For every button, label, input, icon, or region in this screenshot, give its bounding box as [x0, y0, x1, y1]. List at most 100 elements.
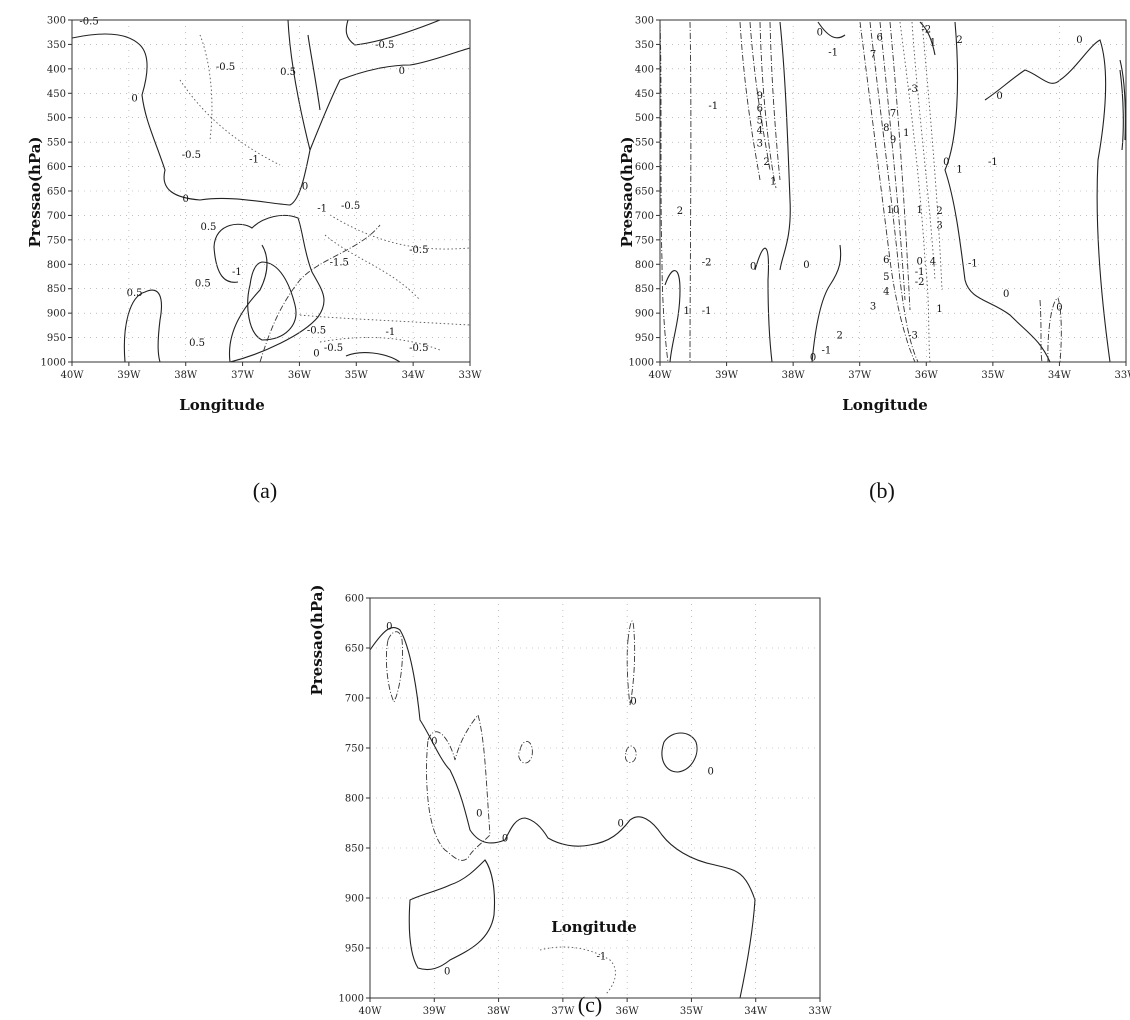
- panel-b-x-tick-label: 40W: [648, 370, 672, 381]
- panel-c-x-tick-label: 35W: [680, 1006, 704, 1017]
- panel-a-contour-positive: [213, 214, 325, 362]
- panel-c-y-tick-label: 850: [345, 844, 364, 855]
- panel-c-y-ticks: 600 650 700 750 800 850 900 950 1000: [339, 594, 370, 1005]
- panel-b-caption: (b): [869, 478, 895, 503]
- panel-b-y-tick-label: 900: [635, 309, 654, 320]
- panel-b-contour-left-b: [664, 21, 791, 363]
- panel-c-grid: [370, 598, 820, 998]
- panel-a-contour-left: [123, 289, 163, 362]
- panel-b-contour-label: 5: [757, 116, 763, 127]
- panel-b-contour-label: 6: [757, 103, 763, 114]
- panel-b-contour-label: 1: [903, 128, 909, 139]
- panel-c-x-tick-label: 33W: [808, 1006, 832, 1017]
- panel-a-y-tick-label: 900: [47, 309, 66, 320]
- panel-b-contour-right-c: [1039, 297, 1062, 363]
- panel-b-y-tick-label: 1000: [629, 358, 654, 369]
- panel-b-contour-label: 0: [996, 91, 1002, 102]
- panel-b-y-tick-label: 500: [635, 113, 654, 124]
- panel-c-y-tick-label: 700: [345, 694, 364, 705]
- panel-b-contour-label: -1: [708, 101, 718, 112]
- panel-a-contour-label: -1: [317, 204, 327, 215]
- panel-b-contour-label: 3: [757, 139, 763, 150]
- panel-c-x-tick-label: 40W: [358, 1006, 382, 1017]
- panel-a-contour-label: -0.5: [182, 150, 201, 161]
- panel-b-contour-label: -1: [822, 345, 832, 356]
- panel-c-x-tick-label: 38W: [487, 1006, 511, 1017]
- panel-c-x-tick-label: 39W: [423, 1006, 447, 1017]
- panel-a-x-tick-label: 40W: [60, 370, 84, 381]
- panel-a-y-tick-label: 400: [47, 64, 66, 75]
- panel-a-y-ticks: 300 350 400 450 500 550 600 650 700 750 800 850 900 9…: [41, 16, 72, 369]
- panel-a-contour-neg-b: [179, 34, 281, 166]
- panel-c-contour-label: 0: [431, 737, 437, 748]
- panel-c-y-tick-label: 650: [345, 644, 364, 655]
- panel-b-y-tick-label: 450: [635, 89, 654, 100]
- panel-c-contour-label: 0: [708, 767, 714, 778]
- panel-b-contour-label: 2: [677, 206, 683, 217]
- panel-b-contour-label: 7: [870, 50, 876, 61]
- panel-a-contour-labels: -0.5 -0.5 -0.5 0.5 0 0 -0.5 -1 0 -1 -0.5 0 0.5 -1.5 -0…: [79, 16, 428, 359]
- panel-b-x-tick-label: 39W: [715, 370, 739, 381]
- panel-a-ylabel: Pressao(hPa): [26, 136, 44, 247]
- panel-b-contour-label: 6: [876, 33, 882, 44]
- panel-b-y-tick-label: 950: [635, 333, 654, 344]
- panel-b-contour-label: -1: [988, 157, 998, 168]
- panel-b-y-tick-label: 750: [635, 235, 654, 246]
- panel-b-contour-label: 5: [883, 272, 889, 283]
- panel-b-contour-right-a: [944, 21, 1051, 363]
- panel-c-contour-loop-b: [626, 620, 636, 706]
- panel-a-contour-label: 0.5: [201, 222, 217, 233]
- panel-a-contour-label: -0.5: [79, 16, 98, 27]
- panel-a-contour-label: 0: [131, 94, 137, 105]
- panel-a-x-tick-label: 35W: [345, 370, 369, 381]
- panel-b-contour-left-a: [659, 21, 692, 363]
- panel-a-contour-label: -0.5: [324, 343, 343, 354]
- panel-c-contour-labels: 0 0 0 0 0 0 0 0 -1: [386, 622, 714, 978]
- panel-b-contour-cluster-d: [899, 21, 943, 363]
- panel-a-contour-label: -0.5: [409, 343, 428, 354]
- panel-a-xlabel: Longitude: [179, 396, 265, 414]
- panel-b-contour-label: 1: [683, 306, 689, 317]
- panel-b-contour-right-d: [919, 21, 1126, 141]
- panel-c-contour-label: 0: [502, 834, 508, 845]
- panel-b-contour-cluster-b: [811, 21, 846, 363]
- panel-a-x-tick-label: 37W: [231, 370, 255, 381]
- panel-b: Pressao(hPa) Longitude (b) 3003504004505…: [618, 16, 1130, 504]
- panel-a-y-tick-label: 500: [47, 113, 66, 124]
- panel-b-contour-label: 6: [883, 255, 889, 266]
- panel-a-contour-label: 0: [313, 349, 319, 360]
- panel-c-contour-neg: [539, 946, 616, 996]
- panel-b-contour-label: 3: [936, 221, 942, 232]
- panel-b-plot-area: [659, 21, 1126, 363]
- panel-c-contour-label: 0: [618, 819, 624, 830]
- panel-a-y-tick-label: 1000: [41, 358, 66, 369]
- panel-c-contour-small-c: [661, 732, 698, 773]
- panel-a-contour-label: -1: [386, 327, 396, 338]
- panel-a-contour-label: -0.5: [307, 326, 326, 337]
- panel-b-contour-label: -1: [968, 258, 978, 269]
- panel-a-y-tick-label: 650: [47, 187, 66, 198]
- panel-b-contour-label: 7: [890, 108, 896, 119]
- panel-b-xlabel: Longitude: [842, 396, 928, 414]
- panel-b-contour-label: 4: [757, 125, 763, 136]
- panel-b-y-tick-label: 350: [635, 40, 654, 51]
- panel-b-contour-label: 4: [883, 287, 889, 298]
- panel-c-plot-area: [369, 620, 756, 999]
- panel-b-contour-label: 9: [757, 91, 763, 102]
- panel-b-contour-label: -2: [702, 257, 712, 268]
- panel-a-caption: (a): [253, 478, 277, 503]
- panel-c-contour-label: 0: [630, 697, 636, 708]
- panel-c-contour-loop-a: [385, 631, 403, 704]
- panel-b-contour-label: 1: [956, 165, 962, 176]
- panel-a-y-tick-label: 350: [47, 40, 66, 51]
- panel-c-ylabel: Pressao(hPa): [308, 584, 326, 695]
- panel-a-contour-label: 0: [302, 182, 308, 193]
- panel-c-contour-zero-main: [369, 626, 756, 999]
- panel-b-y-tick-label: 800: [635, 260, 654, 271]
- panel-b-contour-label: 0: [1003, 289, 1009, 300]
- panel-c-x-ticks: 40W 39W 38W 37W 36W 35W 34W 33W: [358, 998, 832, 1017]
- panel-b-contour-label: 9: [890, 135, 896, 146]
- panel-a-contour-label: -0.5: [375, 40, 394, 51]
- panel-a-x-tick-label: 36W: [288, 370, 312, 381]
